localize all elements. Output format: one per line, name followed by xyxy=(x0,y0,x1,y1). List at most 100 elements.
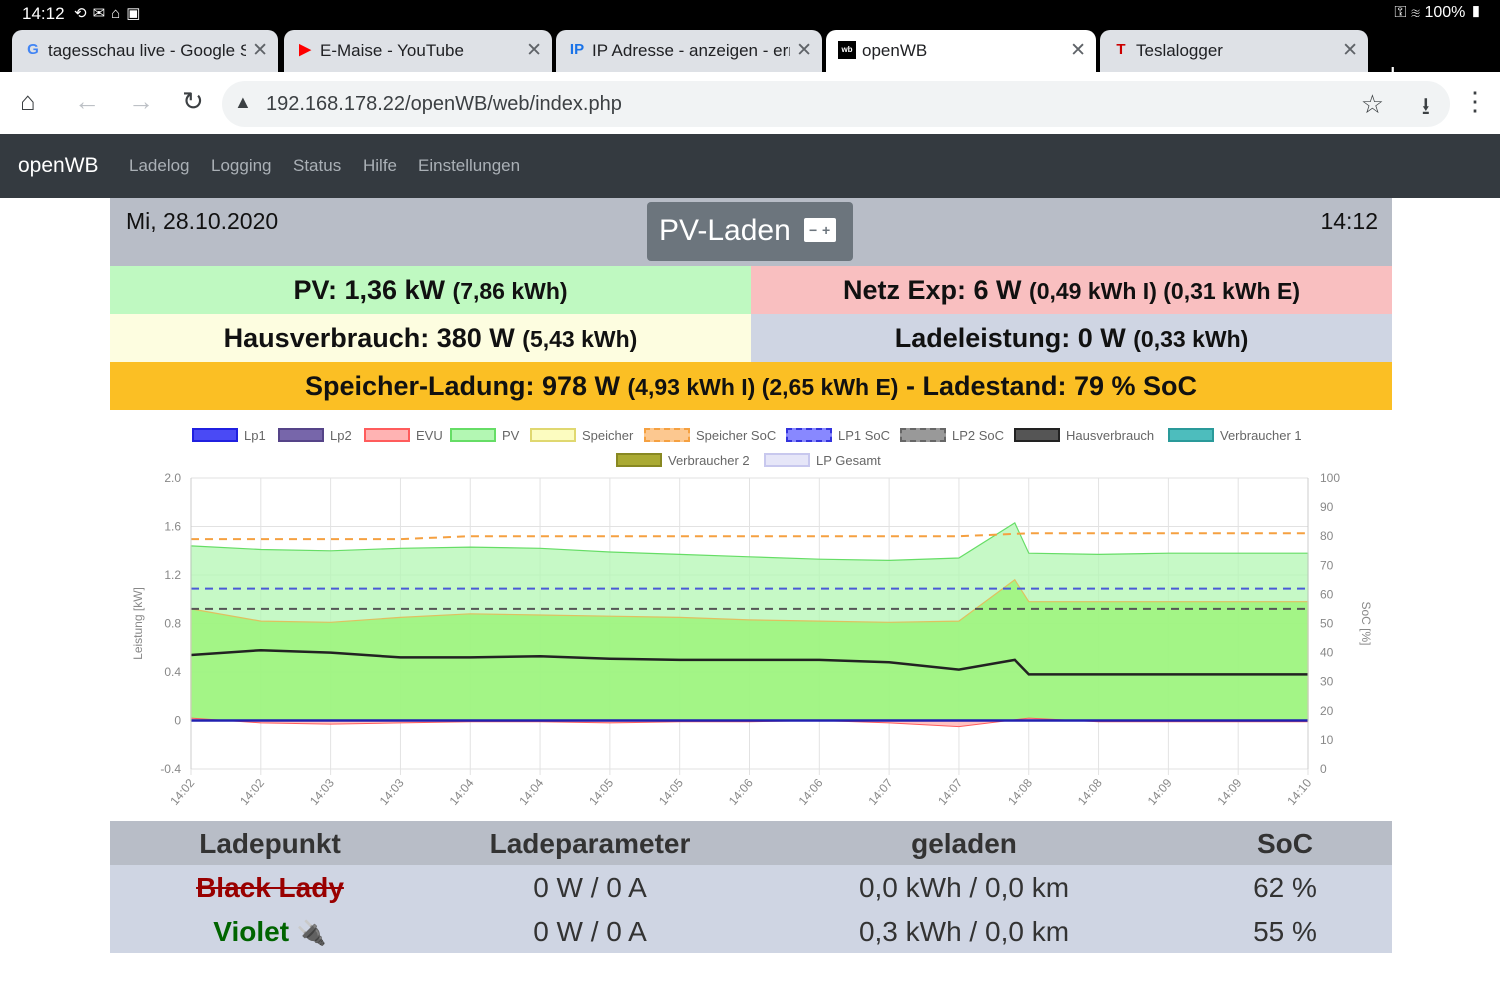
tab-title: Teslalogger xyxy=(1136,41,1223,60)
reload-icon[interactable]: ↻ xyxy=(182,86,204,116)
tab-ip-adresse[interactable]: IP IP Adresse - anzeigen - err ✕ xyxy=(556,30,822,72)
charge-parameter: 0 W / 0 A xyxy=(533,872,647,903)
bookmark-star-icon[interactable]: ☆ xyxy=(1360,89,1384,119)
grid-summary: Netz Exp: 6 W (0,49 kWh I) (0,31 kWh E) xyxy=(751,266,1392,314)
nav-hilfe[interactable]: Hilfe xyxy=(363,156,398,175)
browser-menu-icon[interactable]: ⋮ xyxy=(1462,86,1488,116)
grid-energy: (0,49 kWh I) (0,31 kWh E) xyxy=(1029,278,1300,304)
tab-youtube[interactable]: ▶ E-Maise - YouTube ✕ xyxy=(284,30,552,72)
brand-logo[interactable]: openWB xyxy=(18,154,99,177)
x-tick-label: 14:03 xyxy=(307,776,337,808)
url-text[interactable]: 192.168.178.22/openWB/web/index.php xyxy=(266,93,622,115)
back-icon[interactable]: ← xyxy=(74,86,100,116)
system-status-bar: 14:12 ⟲✉⌂▣ ⚿ ≋ 100% ▮ xyxy=(0,0,1500,28)
legend-label[interactable]: Verbraucher 2 xyxy=(668,453,750,468)
charge-energy: (0,33 kWh) xyxy=(1133,326,1249,352)
y-axis-title: Leistung [kW] xyxy=(131,587,145,660)
legend-swatch-speicher-soc[interactable] xyxy=(644,428,690,442)
y-tick-label: 0.4 xyxy=(164,665,181,679)
legend-label[interactable]: Lp2 xyxy=(330,428,352,443)
chart-canvas: 2.01.61.20.80.40-0.410090807060504030201… xyxy=(131,471,1373,808)
home-icon[interactable]: ⌂ xyxy=(20,86,36,116)
legend-label[interactable]: LP1 SoC xyxy=(838,428,891,443)
legend-swatch-pv[interactable] xyxy=(450,428,496,442)
house-summary: Hausverbrauch: 380 W (5,43 kWh) xyxy=(110,314,751,362)
address-bar[interactable]: ▲ 192.168.178.22/openWB/web/index.php ☆ … xyxy=(222,81,1450,127)
legend-swatch-lp-gesamt[interactable] xyxy=(764,453,810,467)
legend-label[interactable]: LP2 SoC xyxy=(952,428,1005,443)
y2-tick-label: 90 xyxy=(1320,500,1334,514)
tab-teslalogger[interactable]: T Teslalogger ✕ xyxy=(1100,30,1368,72)
tab-tagesschau[interactable]: G tagesschau live - Google S ✕ xyxy=(12,30,278,72)
close-icon[interactable]: ✕ xyxy=(796,40,812,61)
tab-openwb[interactable]: wb openWB ✕ xyxy=(826,30,1096,72)
nav-ladelog[interactable]: Ladelog xyxy=(129,156,190,175)
legend-label[interactable]: EVU xyxy=(416,428,443,443)
legend-label[interactable]: PV xyxy=(502,428,520,443)
storage-energy: (4,93 kWh I) (2,65 kWh E) xyxy=(627,374,899,400)
chargepoint-name-wrap[interactable]: Violet 🔌 xyxy=(110,916,430,948)
legend-swatch-lp1-soc[interactable] xyxy=(786,428,832,442)
browser-toolbar: ⌂ ← → ↻ ▲ 192.168.178.22/openWB/web/inde… xyxy=(0,72,1500,134)
legend-swatch-speicher[interactable] xyxy=(530,428,576,442)
nav-status[interactable]: Status xyxy=(293,156,342,175)
y2-tick-label: 40 xyxy=(1320,646,1334,660)
x-tick-label: 14:06 xyxy=(726,776,756,808)
chargepoint-name[interactable]: Violet xyxy=(213,916,290,947)
y2-axis-title: SoC [%] xyxy=(1359,601,1373,645)
header-ladeparameter: Ladeparameter xyxy=(489,828,691,859)
battery-level: 100% xyxy=(1424,4,1466,21)
house-consumption-value: Hausverbrauch: 380 W xyxy=(223,323,515,353)
table-header: Ladepunkt Ladeparameter geladen SoC xyxy=(110,821,1392,865)
tab-title: IP Adresse - anzeigen - err xyxy=(592,41,790,60)
legend-label[interactable]: Speicher SoC xyxy=(696,428,777,443)
soc-value: 55 % xyxy=(1253,916,1317,947)
status-right: ⚿ ≋ 100% ▮ xyxy=(1394,4,1482,21)
x-tick-label: 14:06 xyxy=(796,776,826,808)
legend-label[interactable]: LP Gesamt xyxy=(816,453,881,468)
charge-mode-label: PV-Laden xyxy=(659,214,791,247)
close-icon[interactable]: ✕ xyxy=(1070,40,1086,61)
speicher-area xyxy=(190,578,1309,722)
legend-swatch-lp2-soc[interactable] xyxy=(900,428,946,442)
nav-logging[interactable]: Logging xyxy=(211,156,272,175)
legend-label[interactable]: Speicher xyxy=(582,428,634,443)
legend-swatch-evu[interactable] xyxy=(364,428,410,442)
x-tick-label: 14:09 xyxy=(1214,776,1244,808)
charged-amount: 0,0 kWh / 0,0 km xyxy=(858,872,1070,903)
close-icon[interactable]: ✕ xyxy=(1342,40,1358,61)
plug-icon: 🔌 xyxy=(296,920,327,947)
legend-label[interactable]: Lp1 xyxy=(244,428,266,443)
pv-value: PV: 1,36 kW xyxy=(293,275,446,305)
legend-swatch-verbraucher-1[interactable] xyxy=(1168,428,1214,442)
legend-label[interactable]: Hausverbrauch xyxy=(1066,428,1155,443)
current-time: 14:12 xyxy=(1320,208,1378,234)
close-icon[interactable]: ✕ xyxy=(526,40,542,61)
power-chart: Lp1 Lp2 EVU PV Speicher Speicher SoC LP1 SoC LP… xyxy=(110,414,1392,821)
download-icon[interactable]: ⭳ xyxy=(1421,93,1430,120)
y2-tick-label: 10 xyxy=(1320,733,1334,747)
legend-swatch-verbraucher-2[interactable] xyxy=(616,453,662,467)
charge-parameter: 0 W / 0 A xyxy=(533,916,647,947)
legend-swatch-lp2[interactable] xyxy=(278,428,324,442)
legend-label[interactable]: Verbraucher 1 xyxy=(1220,428,1302,443)
header-soc: SoC xyxy=(1257,828,1313,859)
storage-summary: Speicher-Ladung: 978 W (4,93 kWh I) (2,6… xyxy=(110,362,1392,410)
chargepoint-name[interactable]: Black Lady xyxy=(196,872,344,903)
current-date: Mi, 28.10.2020 xyxy=(126,208,279,234)
legend-swatch-hausverbrauch[interactable] xyxy=(1014,428,1060,442)
tab-title: tagesschau live - Google S xyxy=(48,41,246,60)
y-tick-label: -0.4 xyxy=(160,762,181,776)
close-icon[interactable]: ✕ xyxy=(252,40,268,61)
charge-power-summary: Ladeleistung: 0 W (0,33 kWh) xyxy=(751,314,1392,362)
y-tick-label: 0 xyxy=(174,714,181,728)
nav-einstellungen[interactable]: Einstellungen xyxy=(418,156,521,175)
x-tick-label: 14:08 xyxy=(1075,776,1105,808)
charge-points-table: Ladepunkt Ladeparameter geladen SoC Blac… xyxy=(110,821,1392,953)
forward-icon[interactable]: → xyxy=(128,86,154,116)
legend-swatch-lp1[interactable] xyxy=(192,428,238,442)
pv-energy: (7,86 kWh) xyxy=(452,278,568,304)
tesla-icon: T xyxy=(1116,41,1126,58)
x-tick-label: 14:03 xyxy=(377,776,407,808)
charge-mode-button[interactable]: PV-Laden − + xyxy=(647,202,853,261)
